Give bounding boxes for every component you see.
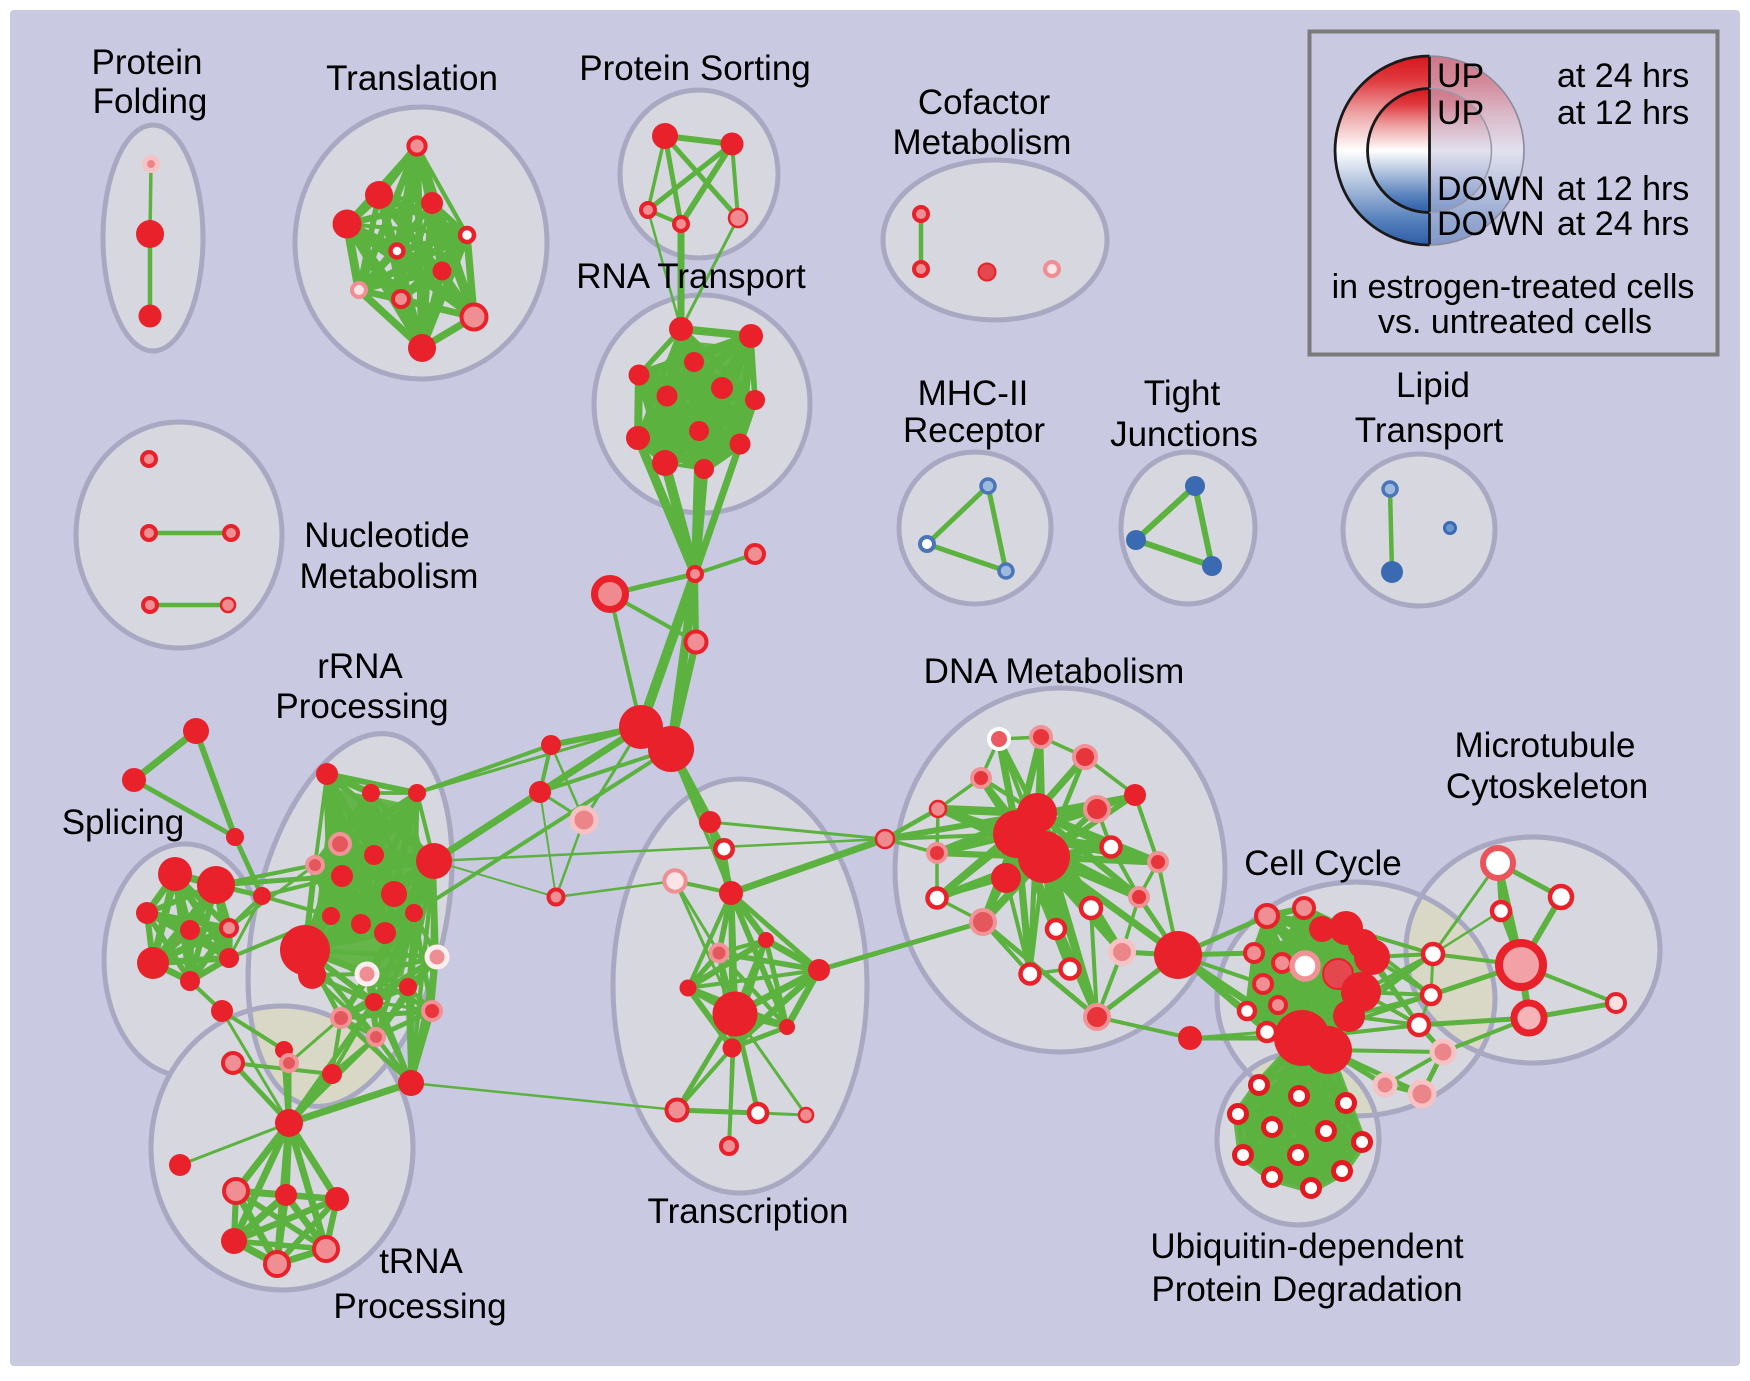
- svg-text:Junctions: Junctions: [1110, 415, 1258, 454]
- svg-text:Metabolism: Metabolism: [893, 123, 1072, 162]
- svg-text:Receptor: Receptor: [903, 411, 1045, 450]
- svg-text:Lipid: Lipid: [1396, 366, 1470, 405]
- svg-text:Translation: Translation: [326, 59, 498, 98]
- svg-text:Cofactor: Cofactor: [918, 83, 1051, 122]
- svg-text:Transcription: Transcription: [648, 1192, 849, 1231]
- svg-text:Processing: Processing: [275, 687, 448, 726]
- svg-text:Metabolism: Metabolism: [300, 557, 479, 596]
- svg-text:Transport: Transport: [1355, 411, 1504, 450]
- svg-text:at 24 hrs: at 24 hrs: [1557, 57, 1689, 95]
- svg-text:Protein: Protein: [92, 43, 203, 82]
- svg-text:tRNA: tRNA: [379, 1242, 463, 1281]
- svg-text:Cytoskeleton: Cytoskeleton: [1446, 767, 1648, 806]
- svg-text:DOWN: DOWN: [1437, 205, 1545, 243]
- svg-text:DNA Metabolism: DNA Metabolism: [924, 652, 1185, 691]
- svg-text:UP: UP: [1437, 94, 1484, 132]
- svg-text:MHC-II: MHC-II: [918, 374, 1029, 413]
- svg-text:DOWN: DOWN: [1437, 170, 1545, 208]
- svg-text:vs. untreated cells: vs. untreated cells: [1378, 303, 1652, 341]
- svg-text:Protein Sorting: Protein Sorting: [579, 49, 811, 88]
- svg-text:at 24 hrs: at 24 hrs: [1557, 205, 1689, 243]
- svg-text:Processing: Processing: [333, 1287, 506, 1326]
- svg-text:Splicing: Splicing: [62, 803, 185, 842]
- svg-text:UP: UP: [1437, 57, 1484, 95]
- svg-text:Cell Cycle: Cell Cycle: [1244, 844, 1402, 883]
- svg-text:RNA Transport: RNA Transport: [576, 257, 806, 296]
- svg-text:at 12 hrs: at 12 hrs: [1557, 170, 1689, 208]
- svg-text:Microtubule: Microtubule: [1455, 726, 1636, 765]
- svg-text:Tight: Tight: [1144, 374, 1221, 413]
- svg-text:Ubiquitin-dependent: Ubiquitin-dependent: [1150, 1227, 1464, 1266]
- svg-text:in estrogen-treated cells: in estrogen-treated cells: [1332, 268, 1695, 306]
- svg-text:at 12 hrs: at 12 hrs: [1557, 94, 1689, 132]
- svg-text:Nucleotide: Nucleotide: [304, 516, 469, 555]
- svg-text:Protein Degradation: Protein Degradation: [1151, 1270, 1462, 1309]
- svg-text:rRNA: rRNA: [317, 647, 403, 686]
- svg-text:Folding: Folding: [93, 82, 208, 121]
